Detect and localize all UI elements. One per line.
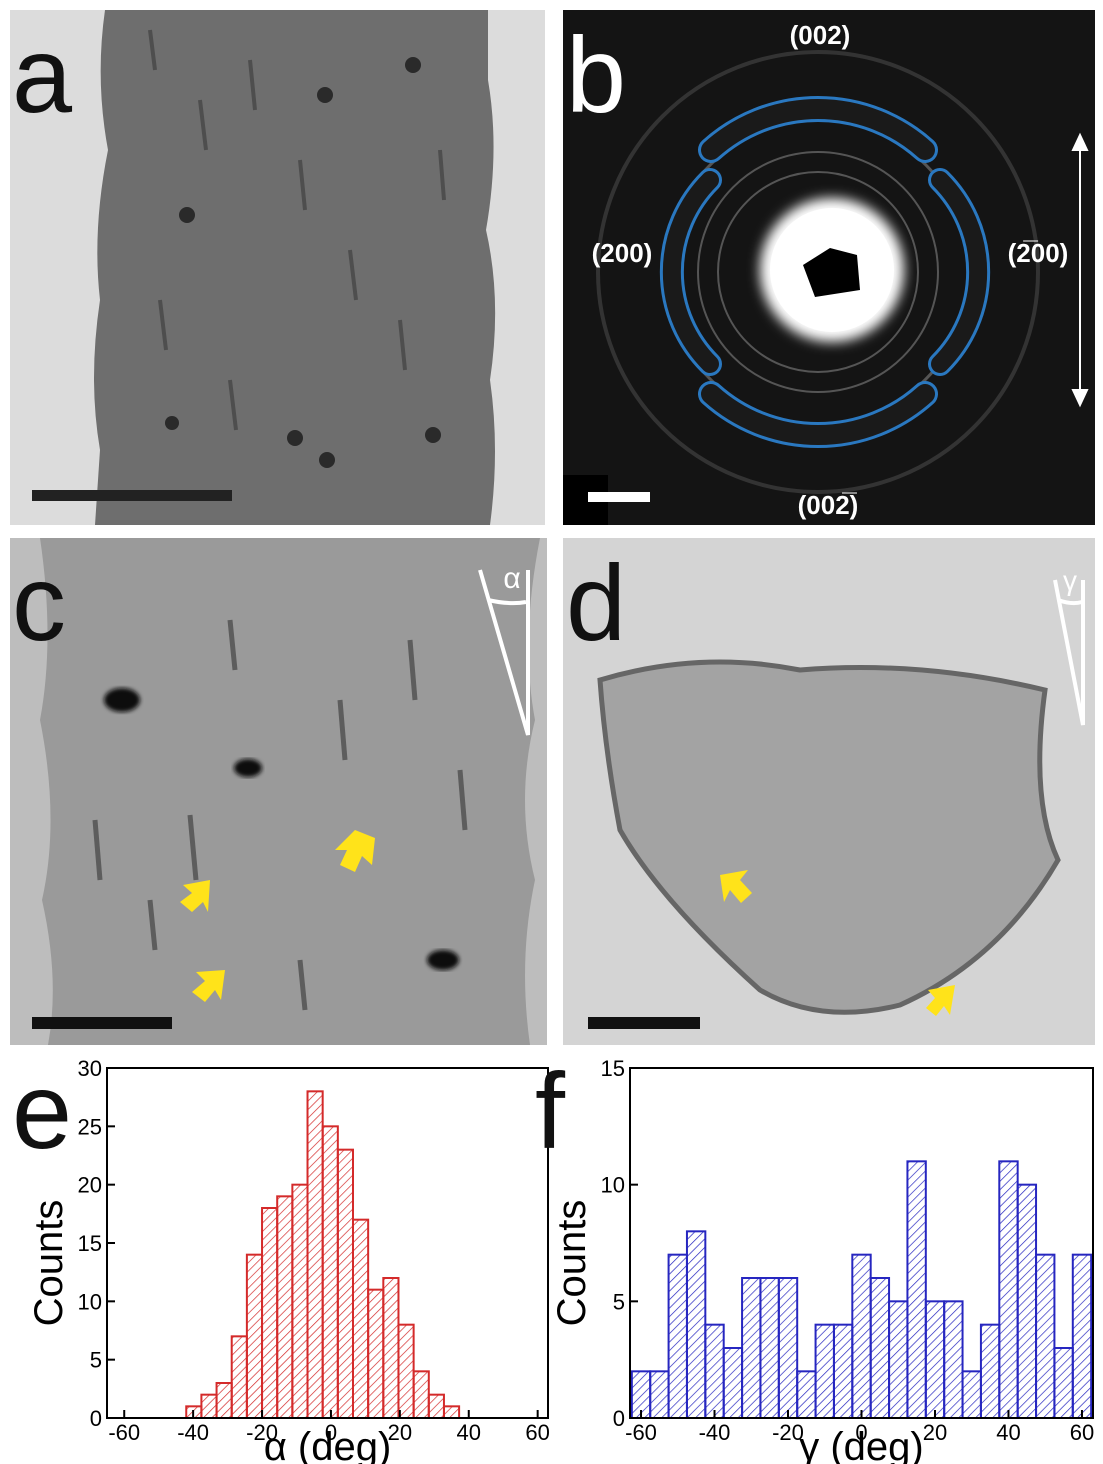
scale-bar xyxy=(32,490,232,501)
y-tick-label: 10 xyxy=(78,1289,102,1314)
specimen xyxy=(94,10,495,525)
bar xyxy=(687,1231,705,1418)
bar xyxy=(852,1255,870,1418)
y-axis-label: Counts xyxy=(27,1200,71,1327)
bar xyxy=(944,1301,962,1418)
x-axis-label: γ (deg) xyxy=(799,1425,924,1464)
reflection-label: (002̅) xyxy=(798,490,859,520)
x-tick-label: 40 xyxy=(996,1420,1020,1445)
bar xyxy=(834,1325,852,1418)
scale-bar xyxy=(588,492,650,502)
bar xyxy=(262,1208,277,1418)
scale-bar xyxy=(588,1017,700,1029)
panel-b: (002) (200) (2̅00) (002̅) b xyxy=(563,10,1095,525)
panel-letter: c xyxy=(12,542,66,663)
specimen xyxy=(40,538,540,1045)
reflection-label: (002) xyxy=(790,20,851,50)
x-tick-label: -40 xyxy=(699,1420,731,1445)
bar xyxy=(1054,1348,1072,1418)
bar xyxy=(760,1278,778,1418)
bar xyxy=(1073,1255,1091,1418)
bar xyxy=(889,1301,907,1418)
panel-c: α c xyxy=(10,538,547,1045)
x-tick-label: -60 xyxy=(625,1420,657,1445)
panel-letter: d xyxy=(566,542,626,663)
panel-letter: a xyxy=(12,14,73,135)
bar xyxy=(1036,1255,1054,1418)
bar xyxy=(650,1371,668,1418)
bar xyxy=(705,1325,723,1418)
bar xyxy=(1018,1185,1036,1418)
y-tick-label: 0 xyxy=(613,1406,625,1431)
x-tick-label: 40 xyxy=(457,1420,481,1445)
bar xyxy=(308,1091,323,1418)
bar xyxy=(963,1371,981,1418)
y-tick-label: 25 xyxy=(78,1114,102,1139)
x-axis-label: α (deg) xyxy=(264,1425,392,1464)
bar xyxy=(429,1395,444,1418)
bar xyxy=(926,1301,944,1418)
panel-d: γ d xyxy=(563,538,1095,1045)
bar xyxy=(383,1278,398,1418)
bar xyxy=(232,1336,247,1418)
panel-letter: f xyxy=(535,1050,566,1171)
bar xyxy=(999,1161,1017,1418)
page: {"panels": { "a": {"label": "a"}, "b": {… xyxy=(0,0,1103,1464)
x-tick-label: 60 xyxy=(1070,1420,1094,1445)
bar xyxy=(323,1126,338,1418)
reflection-label: (200) xyxy=(592,238,653,268)
bar xyxy=(981,1325,999,1418)
bar xyxy=(338,1150,353,1418)
y-tick-label: 5 xyxy=(613,1289,625,1314)
bar xyxy=(368,1290,383,1418)
bar xyxy=(353,1220,368,1418)
y-tick-label: 10 xyxy=(601,1173,625,1198)
y-axis-label: Counts xyxy=(550,1200,594,1327)
bar xyxy=(414,1371,429,1418)
panel-letter: b xyxy=(566,14,626,135)
y-tick-label: 5 xyxy=(90,1348,102,1373)
bar xyxy=(907,1161,925,1418)
bar xyxy=(724,1348,742,1418)
angle-symbol: α xyxy=(503,562,520,595)
bar xyxy=(398,1325,413,1418)
y-tick-label: 0 xyxy=(90,1406,102,1431)
bar xyxy=(797,1371,815,1418)
bar xyxy=(742,1278,760,1418)
bar xyxy=(444,1406,459,1418)
y-tick-label: 15 xyxy=(601,1056,625,1081)
bar xyxy=(669,1255,687,1418)
scale-bar xyxy=(32,1017,172,1029)
bar xyxy=(247,1255,262,1418)
y-tick-label: 20 xyxy=(78,1173,102,1198)
reflection-label: (2̅00) xyxy=(1008,238,1069,268)
panel-letter: e xyxy=(12,1050,72,1171)
angle-symbol: γ xyxy=(1063,565,1077,596)
y-tick-label: 30 xyxy=(78,1056,102,1081)
panel-a: a xyxy=(10,10,545,525)
bar xyxy=(779,1278,797,1418)
y-tick-label: 15 xyxy=(78,1231,102,1256)
x-tick-label: 20 xyxy=(923,1420,947,1445)
bar xyxy=(217,1383,232,1418)
bar xyxy=(277,1196,292,1418)
bar xyxy=(201,1395,216,1418)
x-tick-label: -40 xyxy=(177,1420,209,1445)
bar xyxy=(292,1185,307,1418)
bar xyxy=(816,1325,834,1418)
bar xyxy=(871,1278,889,1418)
figure: a (002) (200) (2̅00) (002̅) xyxy=(0,0,1103,1464)
x-tick-label: -60 xyxy=(108,1420,140,1445)
x-tick-label: 60 xyxy=(525,1420,549,1445)
